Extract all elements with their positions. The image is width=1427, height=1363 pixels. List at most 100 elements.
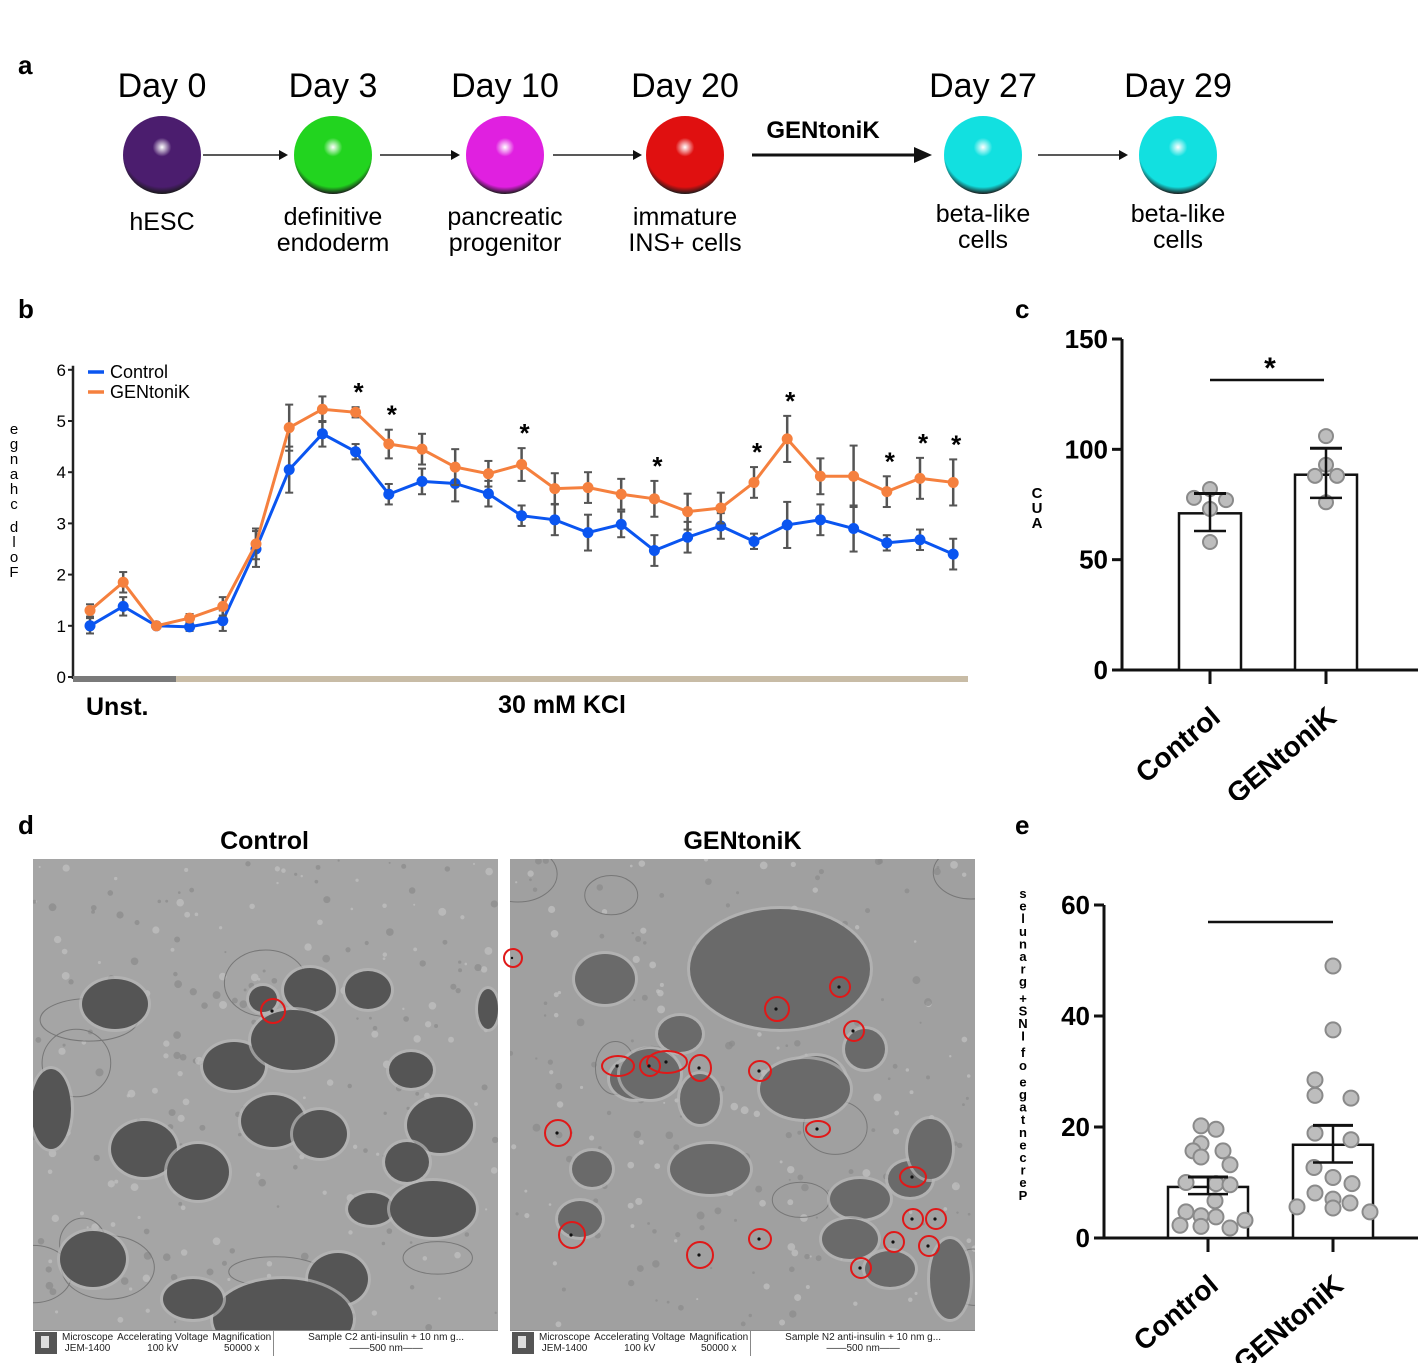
cytoplasm-texture [956, 1142, 963, 1149]
significance-star: * [951, 429, 962, 459]
cytoplasm-texture [809, 1255, 812, 1258]
insulin-granule [575, 954, 635, 1004]
cytoplasm-texture [529, 878, 532, 882]
micrograph-gentonik [510, 859, 975, 1331]
footer-value: 50000 x [700, 1343, 737, 1354]
data-point-control [781, 519, 793, 531]
x-tick-label-gentonik: GENtoniK [1221, 701, 1342, 800]
cytoplasm-texture [110, 1222, 116, 1227]
cell-sphere-icon [294, 116, 372, 194]
cytoplasm-texture [300, 874, 303, 878]
cytoplasm-texture [966, 1074, 971, 1078]
cytoplasm-texture [189, 887, 195, 893]
cytoplasm-texture [854, 925, 860, 930]
cytoplasm-texture [553, 992, 559, 998]
cytoplasm-texture [949, 1055, 952, 1058]
footer-header: Accelerating Voltage [594, 1332, 686, 1343]
cytoplasm-texture [292, 1164, 298, 1170]
significance-star: * [752, 437, 763, 467]
cytoplasm-texture [550, 929, 559, 938]
cytoplasm-texture [801, 1183, 809, 1192]
cytoplasm-texture [151, 1087, 158, 1094]
insulin-granule [930, 1239, 970, 1319]
cytoplasm-texture [555, 1321, 562, 1328]
stage-cell-label: cells [1153, 226, 1203, 254]
gold-particle [664, 1060, 668, 1064]
cytoplasm-texture [173, 1031, 181, 1039]
cytoplasm-texture [408, 887, 416, 894]
cytoplasm-texture [548, 905, 556, 914]
data-point-gentonik [449, 461, 461, 473]
stage-cell-label: beta-like [1131, 200, 1226, 228]
cytoplasm-texture [117, 1316, 124, 1323]
cytoplasm-texture [258, 1178, 267, 1187]
gold-particle [555, 1131, 559, 1135]
y-axis-label-char: S [1019, 1003, 1028, 1018]
cytoplasm-texture [635, 936, 642, 942]
y-axis-label-char: + [1019, 991, 1027, 1006]
cytoplasm-texture [797, 1174, 804, 1181]
cytoplasm-texture [55, 1310, 59, 1314]
y-axis-label-char: U [1032, 500, 1043, 517]
y-axis-label-char: A [1032, 515, 1043, 532]
data-point-gentonik [914, 472, 926, 484]
gold-particle [697, 1253, 701, 1257]
cytoplasm-texture [120, 1277, 129, 1285]
cytoplasm-texture [68, 979, 74, 985]
em-image-gentonik: Microscope JEM-1400 Accelerating Voltage 1… [510, 859, 975, 1356]
cytoplasm-texture [428, 1001, 437, 1010]
data-point-control [217, 615, 229, 627]
cytoplasm-texture [966, 1238, 972, 1244]
cytoplasm-texture [79, 1211, 84, 1216]
cell-sphere-icon [646, 116, 724, 194]
gold-particle-annotation-circle [918, 1235, 940, 1257]
cytoplasm-texture [322, 954, 331, 963]
cytoplasm-texture [547, 1059, 553, 1065]
y-tick-label: 3 [57, 514, 66, 533]
data-point [1329, 467, 1345, 484]
y-tick-label: 4 [57, 463, 66, 482]
cytoplasm-texture [655, 1299, 658, 1302]
cytoplasm-texture [262, 969, 266, 973]
cytoplasm-texture [177, 891, 181, 894]
cytoplasm-texture [535, 859, 542, 865]
data-point-control [881, 537, 893, 549]
cytoplasm-texture [173, 1051, 181, 1060]
cytoplasm-texture [371, 1030, 379, 1038]
cytoplasm-texture [425, 1323, 433, 1331]
insulin-granule [389, 1052, 433, 1088]
stage-cell-label: definitive [284, 203, 383, 231]
y-axis-label-char: n [10, 451, 18, 468]
cell-sphere-icon [944, 116, 1022, 194]
cytoplasm-texture [631, 931, 634, 935]
stage-cell-label: pancreatic [447, 203, 562, 231]
cytoplasm-texture [315, 864, 321, 870]
gold-particle-annotation-circle [688, 1054, 712, 1082]
cytoplasm-texture [894, 1110, 900, 1116]
em-title-gentonik: GENtoniK [683, 827, 802, 855]
cytoplasm-texture [527, 870, 534, 877]
gold-particle-annotation-circle [260, 998, 286, 1024]
cell-sphere-icon [466, 116, 544, 194]
y-axis-label-char: N [1018, 1016, 1027, 1031]
data-point [1221, 1156, 1239, 1174]
cytoplasm-texture [403, 1016, 409, 1022]
gold-particle [647, 1064, 651, 1068]
cytoplasm-texture [657, 989, 664, 997]
cytoplasm-texture [794, 1040, 801, 1047]
insulin-granule [822, 1219, 878, 1259]
cytoplasm-texture [815, 1255, 822, 1262]
y-axis-label-char: g [1019, 1087, 1027, 1102]
gold-particle [910, 1175, 914, 1179]
data-point [1192, 1217, 1210, 1235]
cytoplasm-texture [874, 859, 882, 865]
cytoplasm-texture [201, 1002, 208, 1009]
cytoplasm-texture [647, 1222, 650, 1225]
cytoplasm-texture [950, 861, 958, 869]
insulin-granule [60, 1231, 126, 1287]
cytoplasm-texture [229, 1248, 236, 1254]
data-point [1192, 1148, 1210, 1166]
scale-bar: ——500 nm—— [826, 1343, 900, 1354]
insulin-granule [865, 1251, 915, 1287]
cytoplasm-texture [515, 881, 518, 884]
